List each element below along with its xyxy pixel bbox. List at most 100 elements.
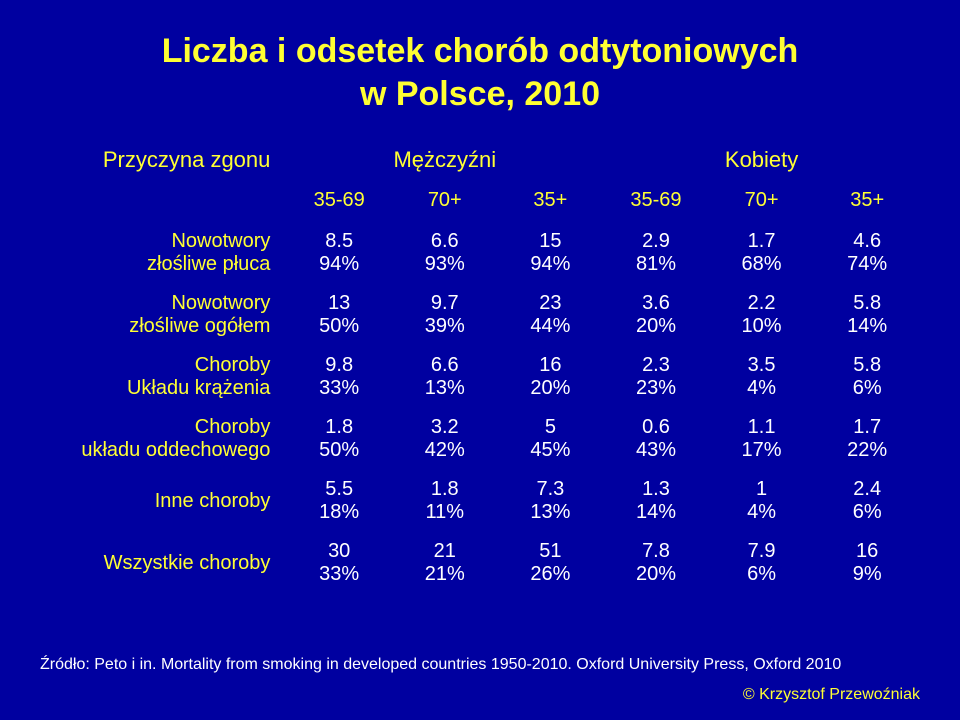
cell-pct: 50% xyxy=(290,315,388,338)
age-group-row: 35-69 70+ 35+ 35-69 70+ 35+ xyxy=(40,179,920,222)
table-row: Choroby Układu krążenia 9.833% 6.613% 16… xyxy=(40,346,920,408)
cell: 5.518% xyxy=(286,470,392,532)
cell-pct: 10% xyxy=(713,315,811,338)
row-label-l2: układu oddechowego xyxy=(81,439,270,461)
cell-pct: 4% xyxy=(713,501,811,524)
cell-value: 1 xyxy=(713,478,811,501)
cell-pct: 6% xyxy=(818,501,916,524)
row-label-l1: Choroby xyxy=(195,416,271,438)
cell-value: 9.8 xyxy=(290,354,388,377)
row-label: Inne choroby xyxy=(40,470,286,532)
cell-pct: 42% xyxy=(396,439,494,462)
cell-value: 5 xyxy=(502,416,600,439)
row-label-l1: Inne choroby xyxy=(155,490,271,512)
row-label-l1: Wszystkie choroby xyxy=(104,552,271,574)
cell: 2.323% xyxy=(603,346,709,408)
cell: 8.594% xyxy=(286,222,392,284)
cell: 4.674% xyxy=(814,222,920,284)
age-spacer xyxy=(40,179,286,222)
cell: 1.768% xyxy=(709,222,815,284)
cell: 1350% xyxy=(286,284,392,346)
cell-value: 30 xyxy=(290,540,388,563)
table-row: Choroby układu oddechowego 1.850% 3.242%… xyxy=(40,408,920,470)
page-title: Liczba i odsetek chorób odtytoniowych w … xyxy=(40,30,920,115)
cell-value: 0.6 xyxy=(607,416,705,439)
cell-value: 5.5 xyxy=(290,478,388,501)
cell: 1.117% xyxy=(709,408,815,470)
row-label-l2: złośliwe płuca xyxy=(147,253,270,275)
cell-value: 16 xyxy=(502,354,600,377)
cell-pct: 9% xyxy=(818,563,916,586)
cell: 3.242% xyxy=(392,408,498,470)
cell-pct: 6% xyxy=(713,563,811,586)
cell-pct: 17% xyxy=(713,439,811,462)
age-col: 35-69 xyxy=(603,179,709,222)
cell-value: 6.6 xyxy=(396,230,494,253)
cell-value: 16 xyxy=(818,540,916,563)
cell-pct: 74% xyxy=(818,253,916,276)
cell-pct: 14% xyxy=(607,501,705,524)
row-label-l1: Choroby xyxy=(195,354,271,376)
cell-pct: 26% xyxy=(502,563,600,586)
cell: 5.814% xyxy=(814,284,920,346)
row-label-l2: złośliwe ogółem xyxy=(129,315,270,337)
cell-pct: 20% xyxy=(607,563,705,586)
cell-pct: 45% xyxy=(502,439,600,462)
row-label: Nowotwory złośliwe płuca xyxy=(40,222,286,284)
cell: 9.833% xyxy=(286,346,392,408)
author-credit: © Krzysztof Przewoźniak xyxy=(743,686,920,704)
cell-value: 2.4 xyxy=(818,478,916,501)
row-label-l1: Nowotwory xyxy=(171,230,270,252)
cell-pct: 11% xyxy=(396,501,494,524)
cell-value: 3.5 xyxy=(713,354,811,377)
cell: 545% xyxy=(498,408,604,470)
cell-value: 8.5 xyxy=(290,230,388,253)
cell: 5126% xyxy=(498,532,604,594)
title-line-2: w Polsce, 2010 xyxy=(360,75,600,113)
cell-value: 1.8 xyxy=(396,478,494,501)
cell: 14% xyxy=(709,470,815,532)
cell-value: 51 xyxy=(502,540,600,563)
cell-pct: 33% xyxy=(290,563,388,586)
row-label: Nowotwory złośliwe ogółem xyxy=(40,284,286,346)
age-col: 70+ xyxy=(709,179,815,222)
cell-pct: 20% xyxy=(607,315,705,338)
row-label: Choroby Układu krążenia xyxy=(40,346,286,408)
cell-value: 23 xyxy=(502,292,600,315)
cell-pct: 13% xyxy=(396,377,494,400)
cell-value: 5.8 xyxy=(818,292,916,315)
cell-value: 2.9 xyxy=(607,230,705,253)
cell: 1.314% xyxy=(603,470,709,532)
cell: 1620% xyxy=(498,346,604,408)
cell: 9.739% xyxy=(392,284,498,346)
header-row: Przyczyna zgonu Mężczyźni Kobiety xyxy=(40,141,920,179)
age-col: 70+ xyxy=(392,179,498,222)
cell-pct: 43% xyxy=(607,439,705,462)
cell: 7.820% xyxy=(603,532,709,594)
cell: 2.981% xyxy=(603,222,709,284)
cell-pct: 39% xyxy=(396,315,494,338)
cell-pct: 18% xyxy=(290,501,388,524)
cell: 7.313% xyxy=(498,470,604,532)
cell-pct: 20% xyxy=(502,377,600,400)
header-cause: Przyczyna zgonu xyxy=(40,141,286,179)
cell-value: 1.3 xyxy=(607,478,705,501)
cell-pct: 50% xyxy=(290,439,388,462)
cell-pct: 14% xyxy=(818,315,916,338)
cell: 1.811% xyxy=(392,470,498,532)
cell-pct: 33% xyxy=(290,377,388,400)
cell: 6.613% xyxy=(392,346,498,408)
cell: 3.620% xyxy=(603,284,709,346)
cell: 7.96% xyxy=(709,532,815,594)
cell-pct: 13% xyxy=(502,501,600,524)
cell-value: 2.2 xyxy=(713,292,811,315)
cell-value: 5.8 xyxy=(818,354,916,377)
cell-value: 3.6 xyxy=(607,292,705,315)
cell: 3033% xyxy=(286,532,392,594)
title-line-1: Liczba i odsetek chorób odtytoniowych xyxy=(162,32,799,70)
header-women: Kobiety xyxy=(603,141,920,179)
cell-value: 13 xyxy=(290,292,388,315)
cell-pct: 93% xyxy=(396,253,494,276)
cell-pct: 4% xyxy=(713,377,811,400)
cell: 1.722% xyxy=(814,408,920,470)
